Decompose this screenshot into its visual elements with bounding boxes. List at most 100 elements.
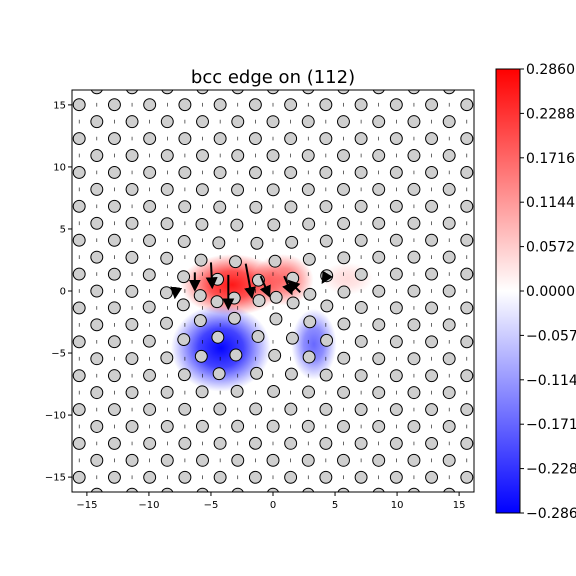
atom — [372, 318, 386, 332]
atom — [125, 420, 139, 433]
atom — [478, 353, 490, 365]
atom — [337, 285, 351, 299]
atom — [460, 470, 474, 484]
atom — [337, 115, 350, 129]
atom — [90, 352, 104, 366]
atom — [231, 487, 244, 492]
atom — [56, 82, 68, 94]
atom — [442, 453, 456, 467]
atom — [125, 487, 139, 492]
atom — [160, 149, 174, 162]
atom — [38, 268, 50, 280]
atom — [20, 488, 32, 500]
atom — [460, 132, 474, 146]
atom — [213, 402, 227, 416]
atom — [285, 331, 299, 345]
atom — [160, 183, 174, 196]
atom — [460, 436, 474, 450]
atom — [442, 115, 456, 129]
x-tick-label: 5 — [332, 500, 338, 511]
atom — [125, 352, 139, 365]
atom — [478, 319, 490, 331]
atom — [160, 251, 174, 265]
atom — [193, 314, 207, 328]
atom — [266, 183, 280, 197]
atom — [268, 348, 282, 362]
atom — [442, 420, 456, 433]
atom — [213, 436, 227, 450]
atom — [251, 330, 265, 343]
atom — [249, 402, 263, 416]
x-tick-label: 0 — [270, 500, 276, 511]
atom — [425, 165, 439, 179]
atom — [143, 368, 156, 382]
atom — [107, 301, 121, 315]
atom — [72, 301, 86, 315]
atom — [302, 217, 316, 231]
atom — [267, 384, 281, 398]
atom — [252, 294, 266, 308]
atom — [320, 269, 334, 283]
atom — [372, 115, 386, 129]
atom — [372, 386, 386, 400]
atom — [107, 470, 121, 484]
atom — [90, 149, 104, 162]
atom — [160, 385, 174, 399]
atom — [478, 150, 490, 162]
atom — [319, 368, 333, 382]
y-axis: −15 −10 −5 0 5 10 15 — [45, 100, 72, 484]
atom — [38, 99, 50, 111]
atom — [531, 268, 543, 280]
atom — [266, 419, 280, 433]
atom — [478, 217, 490, 229]
atom — [38, 234, 50, 246]
atom — [160, 453, 174, 467]
colorbar-tick-label: −0.0572 — [526, 328, 576, 344]
atom — [425, 98, 439, 112]
atom — [231, 90, 244, 95]
atom — [354, 166, 368, 179]
atom — [301, 453, 315, 467]
atom — [125, 250, 139, 264]
atom — [319, 98, 333, 112]
atom — [442, 352, 456, 366]
atom — [302, 385, 315, 399]
atom — [389, 436, 403, 450]
y-tick-label: 0 — [60, 287, 66, 298]
atom — [72, 403, 86, 417]
atom — [38, 166, 50, 178]
atom — [407, 182, 421, 196]
atom — [107, 165, 121, 179]
atom — [196, 453, 209, 467]
displacement-arrow — [321, 270, 333, 285]
atom — [389, 98, 403, 112]
atom — [72, 470, 86, 484]
atom — [319, 402, 333, 416]
atom — [389, 165, 403, 179]
atom — [266, 453, 280, 467]
atom — [143, 234, 156, 248]
atom — [107, 199, 121, 213]
atom — [478, 454, 490, 466]
atom — [372, 182, 386, 196]
atom — [125, 90, 139, 95]
atom — [229, 348, 243, 362]
atom — [442, 149, 456, 162]
atom — [407, 216, 421, 230]
atom — [213, 166, 227, 180]
atom — [125, 182, 139, 196]
atom — [125, 115, 139, 129]
atom — [213, 132, 227, 146]
atom — [320, 333, 334, 347]
atom — [442, 284, 456, 298]
atom — [460, 199, 474, 213]
atom — [478, 116, 490, 128]
atom — [531, 302, 543, 314]
atom — [389, 369, 403, 383]
atom — [178, 402, 192, 416]
atom — [212, 367, 226, 381]
atom — [425, 132, 439, 146]
atom — [125, 284, 139, 298]
atom — [302, 252, 316, 266]
